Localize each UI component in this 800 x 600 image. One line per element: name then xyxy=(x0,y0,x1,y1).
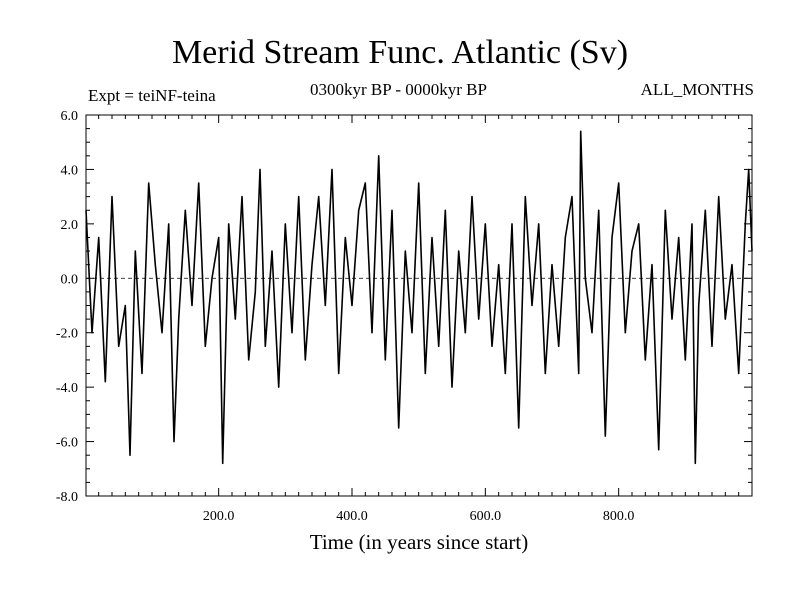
y-tick-label: -4.0 xyxy=(56,381,78,396)
y-tick-label: 4.0 xyxy=(61,163,79,178)
series-line-0 xyxy=(85,130,753,465)
x-axis-label: Time (in years since start) xyxy=(309,530,529,554)
y-tick-label: -8.0 xyxy=(56,490,78,505)
months-label: ALL_MONTHS xyxy=(640,80,754,99)
x-tick-label: 200.0 xyxy=(203,509,235,524)
y-tick-label: 2.0 xyxy=(61,218,79,233)
y-tick-label: 0.0 xyxy=(61,272,79,287)
chart-title: Merid Stream Func. Atlantic (Sv) xyxy=(171,34,629,71)
y-tick-label: 6.0 xyxy=(61,109,79,124)
y-tick-label: -2.0 xyxy=(56,327,78,342)
time-period-label: 0300kyr BP - 0000kyr BP xyxy=(310,80,487,99)
y-tick-label: -6.0 xyxy=(56,436,78,451)
experiment-label: Expt = teiNF-teina xyxy=(88,86,216,105)
x-tick-label: 400.0 xyxy=(336,509,368,524)
plot-frame xyxy=(85,114,753,497)
x-tick-label: 600.0 xyxy=(470,509,502,524)
x-tick-label: 800.0 xyxy=(603,509,635,524)
